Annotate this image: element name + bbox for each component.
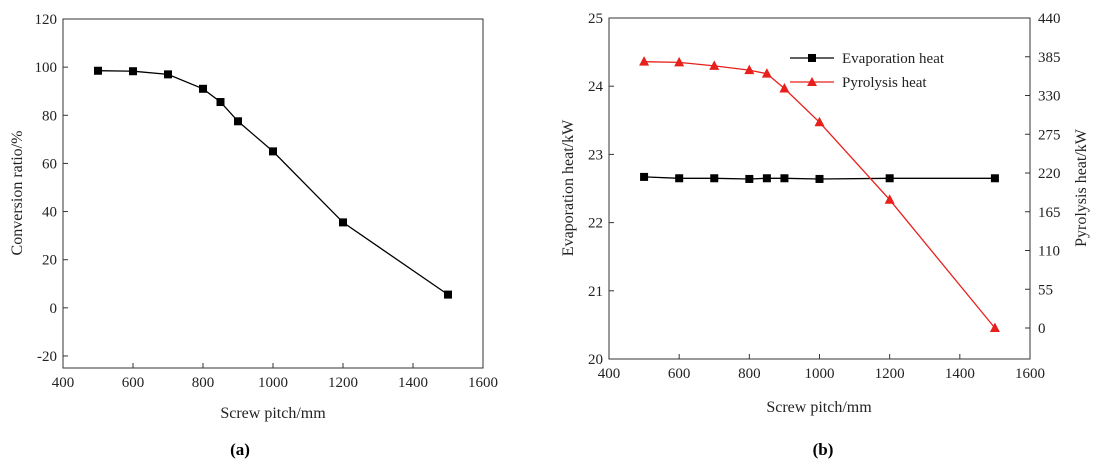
x-tick-label: 600: [668, 366, 691, 382]
legend-marker-evaporation: [808, 54, 816, 62]
x-tick-label: 1200: [328, 375, 358, 391]
chart-b-ylabel: Evaporation heat/kW: [560, 119, 577, 256]
data-point: [780, 174, 789, 183]
legend-label-evaporation: Evaporation heat: [842, 51, 945, 67]
x-tick-label: 400: [52, 375, 75, 391]
data-point: [199, 84, 207, 93]
chart-a: 400 600 800 1000 1200 1400 1600 -20 0 20 40 60 80 10…: [9, 12, 498, 459]
chart-a-ylabel: Conversion ratio/%: [9, 131, 26, 256]
data-point: [709, 60, 720, 70]
data-point: [234, 117, 242, 126]
series-line-0: [97, 70, 449, 296]
data-point: [269, 147, 277, 156]
x-tick-label: 1000: [805, 366, 835, 382]
chart-b-panel-label: (b): [813, 440, 834, 459]
chart-b: 400 600 800 1000 1200 1400 1600 20 21 22 23 24 25 0…: [560, 11, 1090, 459]
data-point: [989, 322, 1000, 332]
x-tick-label: 400: [598, 366, 621, 382]
data-point: [710, 174, 719, 183]
data-point: [990, 174, 999, 183]
x-tick-label: 1400: [398, 375, 428, 391]
chart-b-series: [639, 56, 1000, 332]
y-tick-label: 20: [588, 352, 603, 368]
y-tick-label: 0: [50, 301, 58, 317]
chart-b-frame: [608, 17, 1031, 360]
y-tick-label: 24: [588, 79, 604, 95]
x-tick-label: 600: [122, 375, 145, 391]
y-tick-label: 23: [588, 147, 603, 163]
x-tick-label: 800: [738, 366, 761, 382]
data-point: [640, 172, 649, 181]
chart-b-x-ticks: 400 600 800 1000 1200 1400 1600: [598, 354, 1045, 382]
legend-marker-pyrolysis: [807, 77, 817, 86]
y-tick-label: 40: [42, 205, 57, 221]
data-point: [779, 82, 790, 93]
data-point: [674, 56, 685, 67]
y2-tick-label: 220: [1038, 166, 1061, 182]
data-point: [761, 68, 772, 78]
data-point: [164, 70, 172, 79]
legend-label-pyrolysis: Pyrolysis heat: [842, 75, 927, 91]
data-point: [744, 64, 755, 75]
y2-tick-label: 440: [1038, 11, 1061, 27]
data-point: [814, 116, 825, 127]
data-point: [885, 174, 894, 183]
data-point: [815, 174, 824, 183]
y-tick-label: -20: [37, 349, 57, 365]
x-tick-label: 1400: [945, 366, 975, 382]
x-tick-label: 1000: [258, 375, 288, 391]
chart-b-y2label: Pyrolysis heat/kW: [1073, 128, 1090, 247]
chart-b-y2-ticks: 0 55 110 165 220 275 330 385 440: [1025, 11, 1061, 337]
x-tick-label: 1600: [468, 375, 498, 391]
y-tick-label: 80: [42, 108, 57, 124]
data-point: [444, 290, 452, 299]
data-point: [745, 174, 754, 183]
data-point: [639, 56, 650, 66]
data-point: [884, 194, 895, 204]
data-point: [339, 218, 347, 227]
y-tick-label: 20: [42, 253, 57, 269]
x-tick-label: 800: [192, 375, 215, 391]
x-tick-label: 1600: [1015, 366, 1045, 382]
y2-tick-label: 110: [1038, 244, 1060, 260]
series-line-1: [644, 61, 996, 329]
chart-b-legend: Evaporation heat Pyrolysis heat: [790, 51, 945, 91]
chart-b-y-ticks: 20 21 22 23 24 25: [588, 11, 614, 368]
chart-a-series: [94, 66, 452, 299]
y-tick-label: 25: [588, 11, 603, 27]
y2-tick-label: 385: [1038, 50, 1061, 66]
y2-tick-label: 275: [1038, 127, 1061, 143]
chart-a-xlabel: Screw pitch/mm: [220, 405, 326, 422]
x-tick-label: 1200: [875, 366, 905, 382]
data-point: [675, 174, 684, 183]
data-point: [762, 174, 771, 183]
y2-tick-label: 55: [1038, 282, 1053, 298]
chart-a-y-ticks: -20 0 20 40 60 80 100 120: [35, 12, 68, 365]
y-tick-label: 100: [35, 60, 58, 76]
y-tick-label: 22: [588, 216, 603, 232]
data-point: [129, 67, 137, 76]
y-tick-label: 21: [588, 284, 603, 300]
y-tick-label: 60: [42, 156, 57, 172]
y2-tick-label: 330: [1038, 89, 1061, 105]
y2-tick-label: 0: [1038, 321, 1046, 337]
y-tick-label: 120: [35, 12, 58, 28]
data-point: [94, 66, 102, 75]
chart-b-xlabel: Screw pitch/mm: [766, 399, 872, 416]
chart-a-x-ticks: 400 600 800 1000 1200 1400 1600: [52, 363, 498, 391]
data-point: [216, 98, 225, 107]
chart-a-panel-label: (a): [230, 440, 250, 459]
y2-tick-label: 165: [1038, 205, 1061, 221]
